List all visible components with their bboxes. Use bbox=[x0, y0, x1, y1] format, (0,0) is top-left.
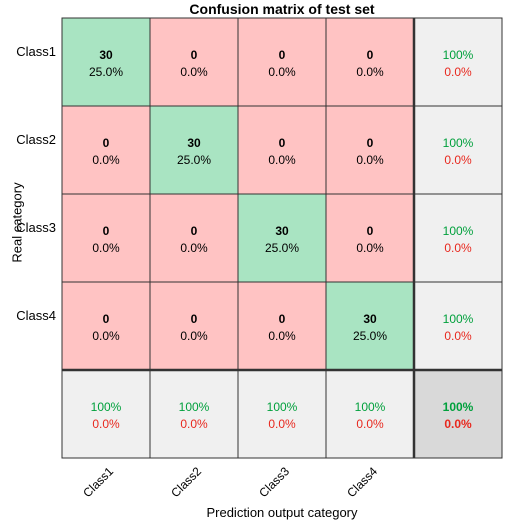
overall-cell bbox=[413, 369, 503, 459]
row-summary-cell bbox=[413, 281, 503, 371]
matrix-cell bbox=[61, 193, 151, 283]
col-summary-correct-label: 100% bbox=[355, 400, 386, 414]
col-summary-cell bbox=[149, 369, 239, 459]
matrix-cell bbox=[61, 105, 151, 195]
cell-count-label: 0 bbox=[103, 224, 110, 238]
col-tick-label: Class3 bbox=[256, 464, 292, 500]
row-summary-error-label: 0.0% bbox=[444, 241, 472, 255]
cell-count-label: 0 bbox=[367, 48, 374, 62]
cell-count-label: 30 bbox=[99, 48, 113, 62]
cell-count-label: 30 bbox=[363, 312, 377, 326]
cell-percent-label: 0.0% bbox=[356, 65, 384, 79]
cell-percent-label: 0.0% bbox=[92, 241, 120, 255]
row-tick-label: Class4 bbox=[16, 308, 56, 323]
overall-correct-label: 100% bbox=[443, 400, 474, 414]
chart-title: Confusion matrix of test set bbox=[189, 1, 375, 17]
col-summary-error-label: 0.0% bbox=[180, 417, 208, 431]
matrix-cell bbox=[149, 17, 239, 107]
row-tick-label: Class2 bbox=[16, 132, 56, 147]
col-summary-cell bbox=[237, 369, 327, 459]
matrix-cell bbox=[237, 17, 327, 107]
cell-percent-label: 0.0% bbox=[268, 65, 296, 79]
matrix-cell bbox=[237, 281, 327, 371]
cell-count-label: 30 bbox=[275, 224, 289, 238]
matrix-cell bbox=[325, 281, 415, 371]
cell-count-label: 0 bbox=[191, 224, 198, 238]
row-summary-correct-label: 100% bbox=[443, 312, 474, 326]
overall-error-label: 0.0% bbox=[444, 417, 472, 431]
cell-count-label: 0 bbox=[279, 48, 286, 62]
cell-percent-label: 0.0% bbox=[92, 153, 120, 167]
row-summary-correct-label: 100% bbox=[443, 224, 474, 238]
row-summary-correct-label: 100% bbox=[443, 48, 474, 62]
row-summary-cell bbox=[413, 193, 503, 283]
x-axis-label: Prediction output category bbox=[206, 505, 358, 520]
cell-percent-label: 0.0% bbox=[356, 241, 384, 255]
col-summary-correct-label: 100% bbox=[179, 400, 210, 414]
matrix-cell bbox=[61, 281, 151, 371]
row-summary-cell bbox=[413, 17, 503, 107]
cell-percent-label: 0.0% bbox=[356, 153, 384, 167]
cell-percent-label: 25.0% bbox=[89, 65, 123, 79]
cell-percent-label: 0.0% bbox=[180, 65, 208, 79]
row-summary-error-label: 0.0% bbox=[444, 329, 472, 343]
cell-percent-label: 25.0% bbox=[177, 153, 211, 167]
row-summary-error-label: 0.0% bbox=[444, 153, 472, 167]
matrix-cell bbox=[149, 281, 239, 371]
col-summary-cell bbox=[325, 369, 415, 459]
col-summary-error-label: 0.0% bbox=[356, 417, 384, 431]
cell-percent-label: 0.0% bbox=[92, 329, 120, 343]
matrix-cell bbox=[237, 105, 327, 195]
col-summary-error-label: 0.0% bbox=[92, 417, 120, 431]
cell-count-label: 0 bbox=[367, 136, 374, 150]
col-summary-correct-label: 100% bbox=[267, 400, 298, 414]
cell-count-label: 0 bbox=[191, 48, 198, 62]
col-tick-label: Class2 bbox=[168, 464, 204, 500]
cell-percent-label: 0.0% bbox=[180, 241, 208, 255]
row-summary-error-label: 0.0% bbox=[444, 65, 472, 79]
col-summary-cell bbox=[61, 369, 151, 459]
cell-count-label: 0 bbox=[191, 312, 198, 326]
matrix-cell bbox=[325, 17, 415, 107]
cell-percent-label: 25.0% bbox=[265, 241, 299, 255]
row-tick-label: Class3 bbox=[16, 220, 56, 235]
cell-percent-label: 0.0% bbox=[180, 329, 208, 343]
cell-percent-label: 0.0% bbox=[268, 329, 296, 343]
cell-percent-label: 25.0% bbox=[353, 329, 387, 343]
cell-percent-label: 0.0% bbox=[268, 153, 296, 167]
col-tick-label: Class4 bbox=[344, 464, 380, 500]
cell-count-label: 0 bbox=[103, 136, 110, 150]
matrix-cell bbox=[237, 193, 327, 283]
cell-count-label: 0 bbox=[367, 224, 374, 238]
row-tick-label: Class1 bbox=[16, 44, 56, 59]
matrix-cell bbox=[149, 105, 239, 195]
col-tick-label: Class1 bbox=[80, 464, 116, 500]
cell-count-label: 0 bbox=[279, 312, 286, 326]
col-summary-correct-label: 100% bbox=[91, 400, 122, 414]
matrix-cell bbox=[149, 193, 239, 283]
matrix-cell bbox=[325, 105, 415, 195]
row-summary-cell bbox=[413, 105, 503, 195]
cell-count-label: 0 bbox=[279, 136, 286, 150]
col-summary-error-label: 0.0% bbox=[268, 417, 296, 431]
cell-count-label: 30 bbox=[187, 136, 201, 150]
matrix-cell bbox=[325, 193, 415, 283]
row-summary-correct-label: 100% bbox=[443, 136, 474, 150]
cell-count-label: 0 bbox=[103, 312, 110, 326]
matrix-cell bbox=[61, 17, 151, 107]
